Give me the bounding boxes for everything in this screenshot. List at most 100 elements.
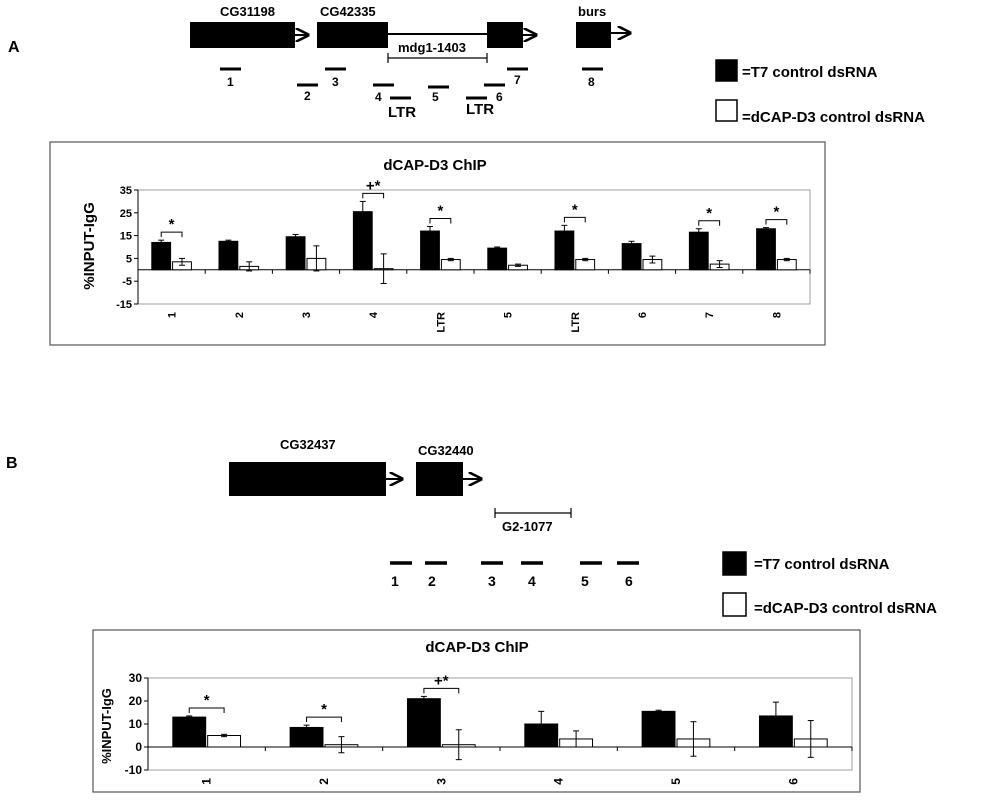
probe-bars [220,67,603,100]
bar-t7 [756,228,776,271]
significance-bracket [765,219,788,225]
y-tick-label: 35 [120,185,132,197]
probe-label: 4 [528,573,536,589]
panel-a-legend: =T7 control dsRNA =dCAP-D3 control dsRNA [715,59,925,126]
y-tick-label: 25 [120,208,132,220]
panel-a-gene-map: CG31198 CG42335 burs mdg1-1403 1 2 3 [190,4,630,121]
plot-area [147,677,853,771]
panel-b-legend: =T7 control dsRNA =dCAP-D3 control dsRNA [722,551,937,617]
gene-label-cg42335: CG42335 [320,4,376,19]
x-category-label: 4 [552,778,566,785]
probe-label: 2 [304,89,311,103]
significance-bracket [423,687,460,694]
probe-labels: 1 2 3 4 5 6 7 8 [227,73,595,104]
bar-t7 [621,243,642,271]
gene-label-cg32437: CG32437 [280,437,336,452]
x-category-label: 1 [200,778,214,785]
significance-bracket [698,220,721,226]
probe-label: 7 [514,73,521,87]
x-category-label: 3 [301,312,313,318]
gene-label-burs: burs [578,4,606,19]
gene-label-cg32440: CG32440 [418,443,474,458]
x-category-label: 8 [771,312,783,318]
probe-label: 5 [432,90,439,104]
probe-label: 6 [625,573,633,589]
y-tick-label: 15 [120,231,132,243]
panel-b-gene-map: CG32437 CG32440 G2-1077 1 2 3 4 5 6 [229,437,639,589]
gene-box-cg32440 [416,462,463,496]
bar-t7 [285,236,306,271]
element-label-g2: G2-1077 [502,519,553,534]
panel-a-label: A [8,39,20,56]
x-category-label: LTR [570,312,582,333]
gene-box-cg42335-exon1 [317,22,388,48]
x-category-label: 5 [503,312,515,318]
bar-t7 [688,231,709,271]
bar-t7 [218,240,239,271]
probe-label: 5 [581,573,589,589]
gene-box-cg32437 [229,462,386,496]
legend-swatch-t7 [722,551,747,576]
significance-bracket [563,216,586,223]
probe-label: 3 [332,75,339,89]
probe-label: 3 [488,573,496,589]
bar-t7 [641,710,676,748]
chart-a-frame [49,141,826,346]
significance-bracket [362,192,385,199]
legend-label-dcap: =dCAP-D3 control dsRNA [754,600,937,617]
significance-marker: * [169,216,175,233]
bar-t7 [151,241,172,271]
gene-label-cg31198: CG31198 [220,4,275,19]
significance-bracket [160,231,183,238]
x-category-label: 5 [669,778,683,785]
x-category-label: 2 [234,312,246,318]
probe-label: 2 [428,573,436,589]
chart-b-title: dCAP-D3 ChIP [425,639,528,656]
chart-a-title: dCAP-D3 ChIP [383,157,486,174]
probe-labels: 1 2 3 4 5 6 [391,573,633,589]
chart-a-ylabel: %INPUT-IgG [81,202,98,290]
gene-box-burs [576,22,611,48]
y-tick-label: 20 [129,694,143,708]
ltr-label: LTR [388,104,416,121]
significance-bracket [429,217,452,224]
significance-bracket [188,707,225,713]
x-category-label: LTR [435,312,447,333]
significance-marker: * [572,201,578,218]
probe-label: 1 [391,573,399,589]
y-tick-label: -5 [122,276,132,288]
bar-t7 [172,716,207,748]
x-category-label: 6 [637,312,649,318]
y-tick-label: -10 [125,763,143,777]
legend-swatch-dcap [715,99,738,122]
y-tick-label: 10 [129,717,143,731]
significance-marker: * [773,204,779,221]
y-tick-label: 0 [135,740,142,754]
x-category-label: 7 [704,312,716,318]
significance-marker: * [706,205,712,222]
chart-b: dCAP-D3 ChIP %INPUT-IgG 30 20 10 0 -10 1 * 2 * 3 +… [92,629,861,793]
gene-box-cg31198 [190,22,295,48]
legend-label-dcap: =dCAP-D3 control dsRNA [742,109,925,126]
probe-label: 4 [375,90,382,104]
legend-swatch-t7 [715,59,738,82]
bar-t7 [406,698,441,748]
y-tick-label: 5 [126,253,132,265]
ltr-label: LTR [466,101,494,118]
x-category-label: 3 [434,778,448,785]
significance-marker: +* [434,672,449,689]
x-category-label: 6 [786,778,800,785]
chart-b-frame [92,629,861,793]
x-category-label: 2 [317,778,331,785]
panel-b-label: B [6,455,18,472]
legend-label-t7: =T7 control dsRNA [754,556,890,573]
bar-dcap [207,735,242,748]
probe-label: 8 [588,75,595,89]
bar-t7 [758,715,793,748]
bar-t7 [289,726,324,748]
probe-label: 6 [496,90,503,104]
x-category-label: 4 [368,311,380,318]
legend-label-t7: =T7 control dsRNA [742,64,878,81]
